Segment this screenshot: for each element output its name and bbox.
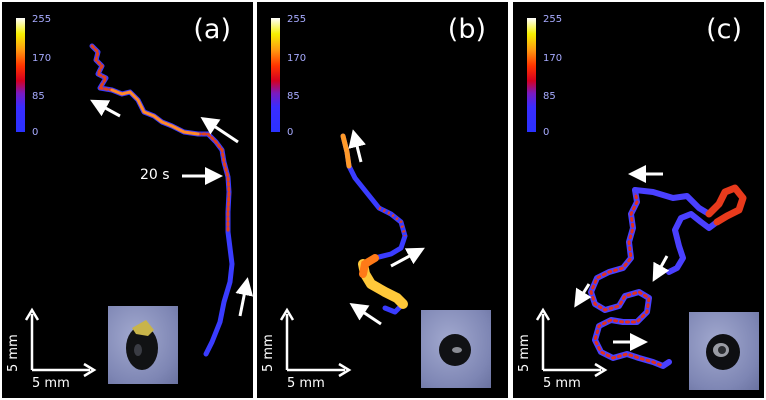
time-annotation: 20 s [140,167,170,183]
sample-photo-inset [421,310,491,388]
colorbar-tick: 170 [287,53,307,64]
colorbar-b [271,18,280,132]
trajectory-trail-c [588,184,747,369]
scale-x-label: 5 mm [543,376,581,391]
scale-x-label: 5 mm [287,376,325,391]
colorbar-tick: 255 [32,14,52,25]
panel-c: 255 170 85 0 (c) 5 mm 5 mm [513,2,764,398]
scale-y-label: 5 mm [517,334,532,372]
colorbar-tick: 85 [543,91,556,102]
colorbar-tick: 170 [543,53,563,64]
scale-x-label: 5 mm [32,376,70,391]
panel-a: 20 s 255 170 85 0 (a) 5 mm 5 mm [2,2,253,398]
colorbar-a [16,18,25,132]
direction-arrows-c [574,165,670,351]
colorbar-tick: 0 [287,127,294,138]
colorbar-c [527,18,536,132]
sample-photo-inset [108,306,178,384]
scale-y-label: 5 mm [6,334,21,372]
colorbar-tick: 0 [32,127,39,138]
colorbar-tick: 85 [287,91,300,102]
scale-y-label: 5 mm [261,334,276,372]
colorbar-tick: 85 [32,91,45,102]
direction-arrows-a [90,99,253,317]
panel-label-b: (b) [447,14,486,45]
colorbar-tick: 255 [287,14,307,25]
trajectory-trail-b [340,133,408,315]
sample-photo-inset [689,312,759,390]
scale-bar-b [279,307,352,378]
panel-label-a: (a) [193,14,231,45]
colorbar-tick: 170 [32,53,52,64]
panel-b: 255 170 85 0 (b) 5 mm 5 mm [257,2,508,398]
direction-arrows-b [348,129,425,326]
scale-bar-c [535,307,608,378]
scale-bar-a [24,307,97,378]
colorbar-tick: 255 [543,14,563,25]
panel-label-c: (c) [706,14,742,45]
colorbar-tick: 0 [543,127,550,138]
trajectory-trail-a [89,43,235,357]
